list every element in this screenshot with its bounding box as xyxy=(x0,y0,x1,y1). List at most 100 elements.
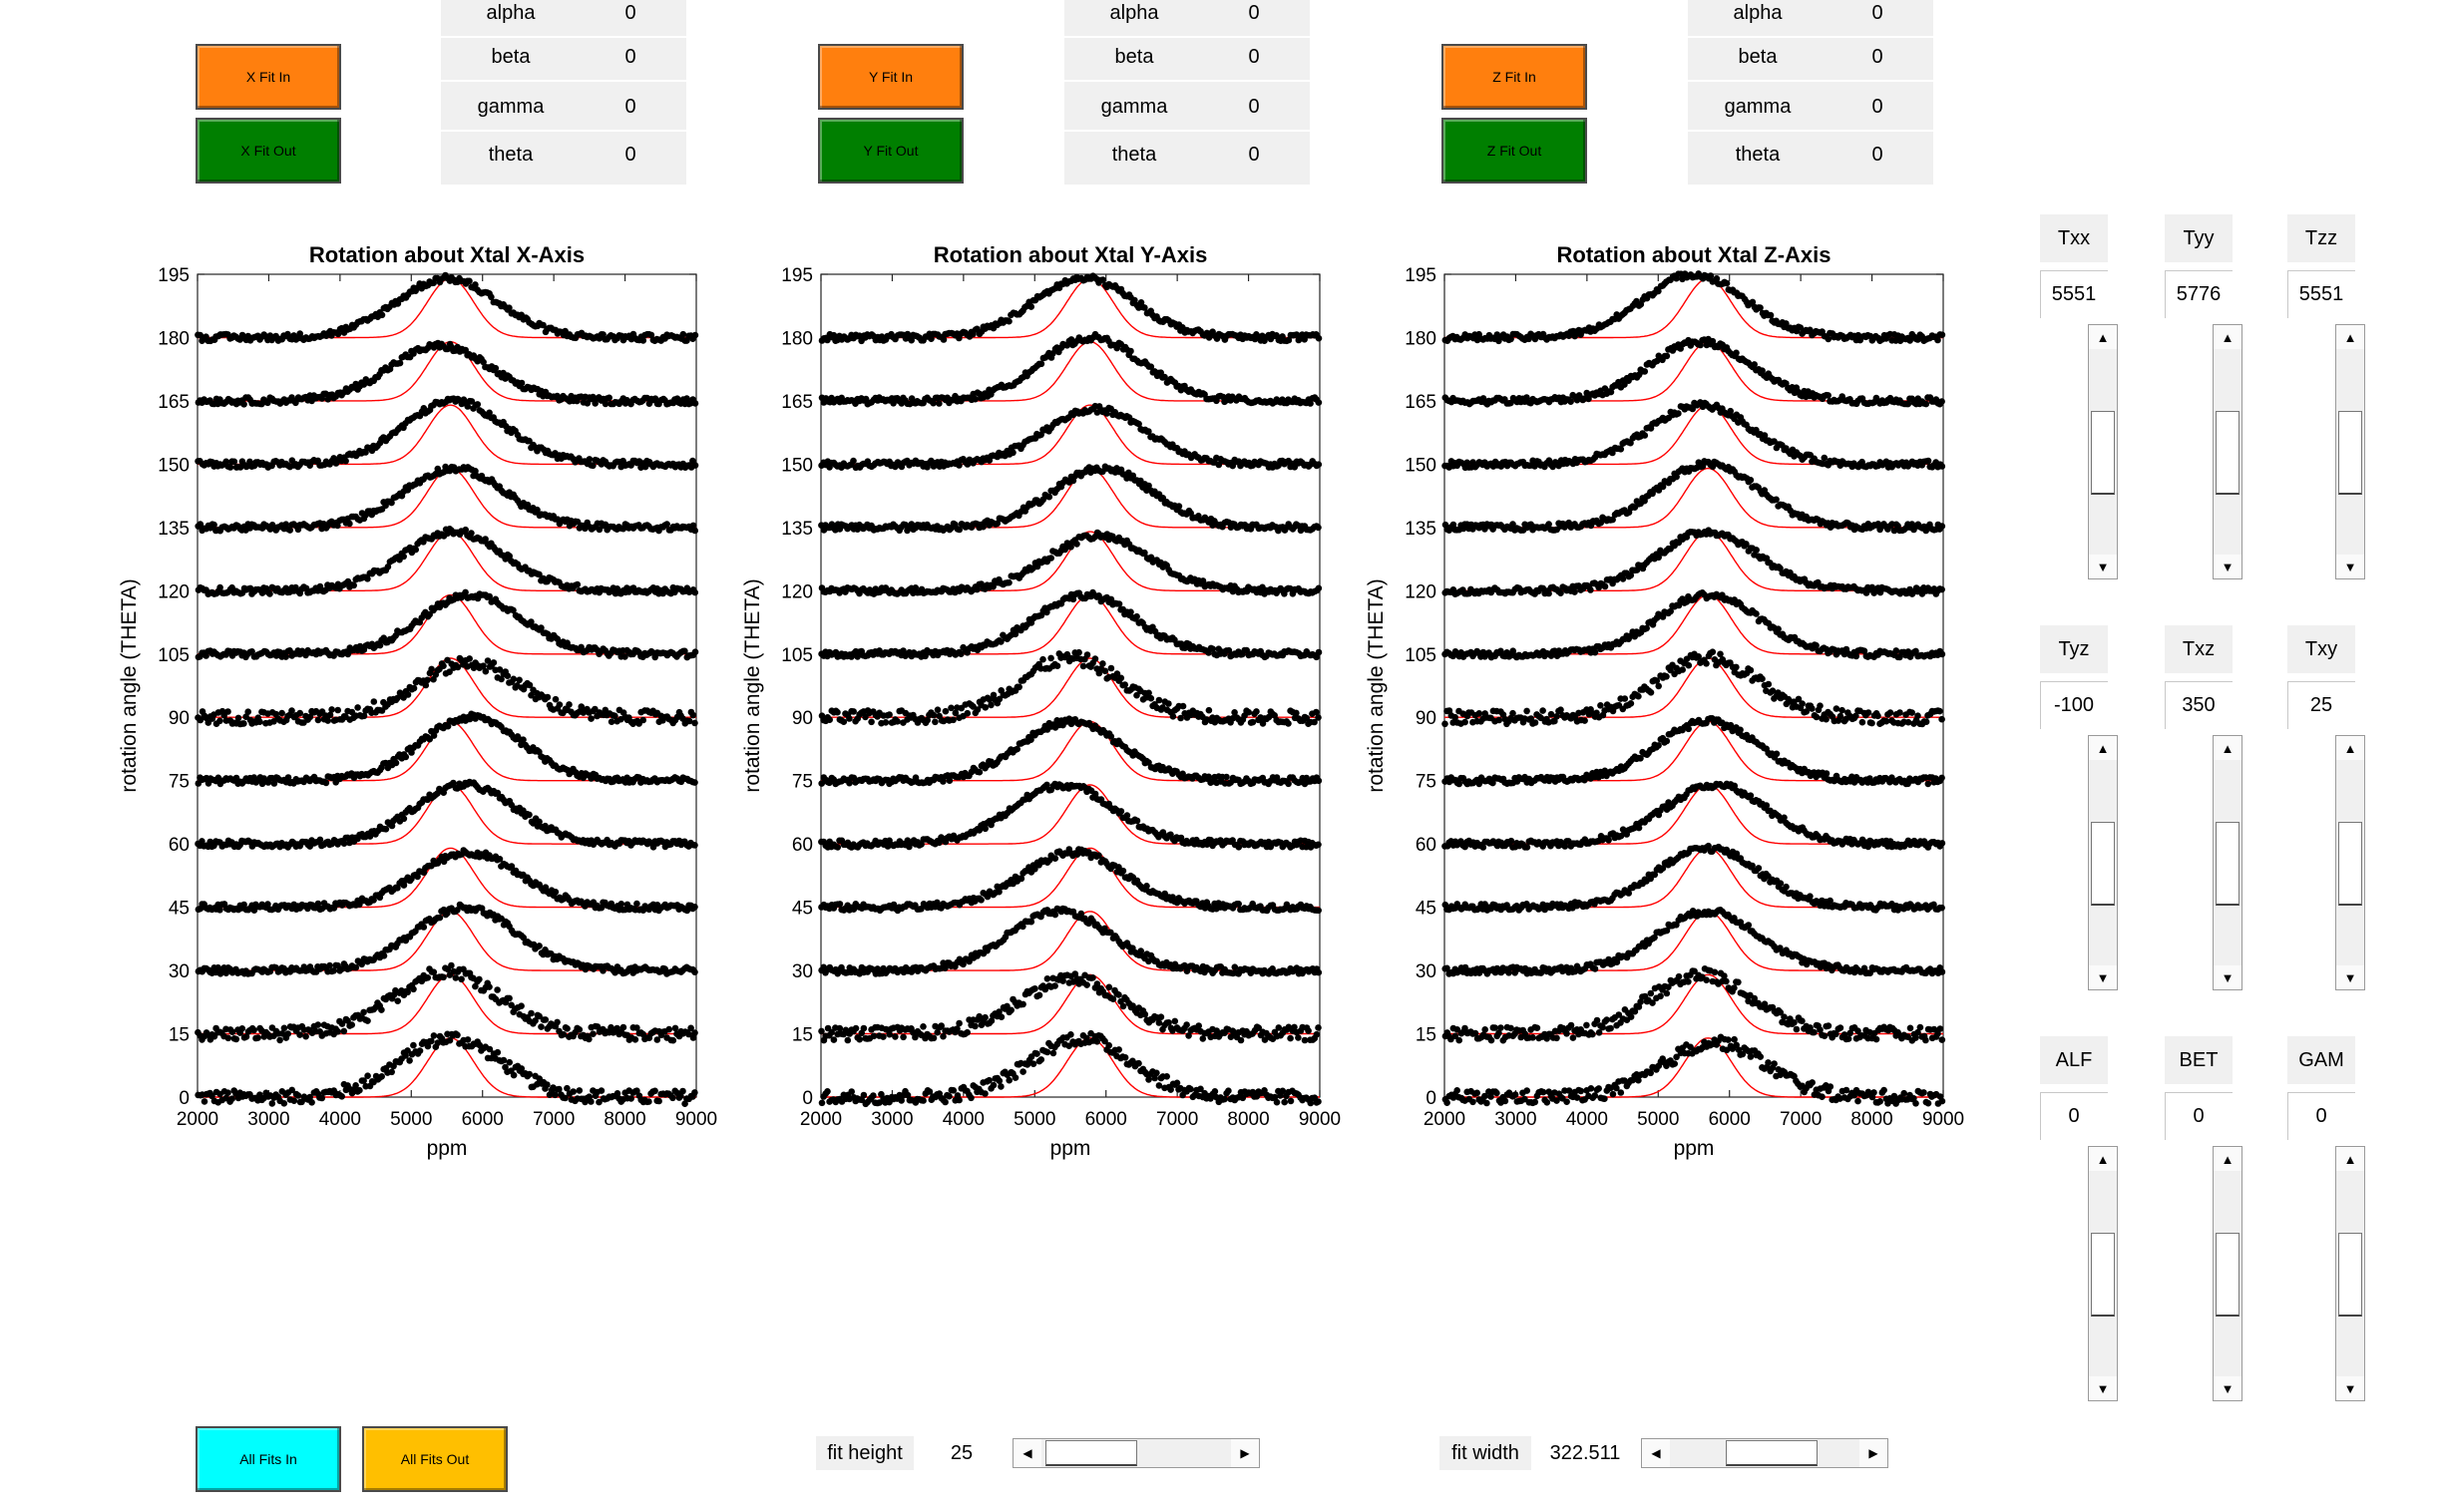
data-point xyxy=(458,975,465,983)
data-point xyxy=(926,1088,934,1095)
data-point xyxy=(430,968,438,975)
x-series-75 xyxy=(195,710,698,788)
param-row[interactable]: gamma 0 xyxy=(441,84,686,132)
data-point xyxy=(611,712,618,720)
data-point xyxy=(844,1036,852,1044)
x-param-table[interactable]: alpha 0 beta 0 gamma 0 theta 0 xyxy=(441,0,686,185)
data-point xyxy=(586,456,594,463)
param-value[interactable]: 0 xyxy=(1871,143,1883,166)
data-point xyxy=(224,1089,231,1096)
data-point xyxy=(1117,808,1125,815)
param-value[interactable]: 0 xyxy=(624,143,636,166)
param-value[interactable]: 0 xyxy=(1871,1,1883,24)
y-param-table[interactable]: alpha 0 beta 0 gamma 0 theta 0 xyxy=(1064,0,1310,185)
y-tick-label: 0 xyxy=(179,1088,190,1109)
data-point xyxy=(1033,1050,1040,1057)
data-point xyxy=(1105,983,1113,991)
param-row[interactable]: theta 0 xyxy=(441,132,686,178)
y-fit-in-button[interactable]: Y Fit In xyxy=(818,44,964,110)
x-fit-in-button[interactable]: X Fit In xyxy=(196,44,341,110)
x-tick-label: 5000 xyxy=(1014,1109,1055,1130)
z-fit-in-button[interactable]: Z Fit In xyxy=(1441,44,1587,110)
data-point xyxy=(466,277,473,285)
y-tick-label: 15 xyxy=(792,1025,813,1046)
param-row[interactable]: gamma 0 xyxy=(1688,84,1933,132)
data-point xyxy=(940,778,947,785)
param-row[interactable]: gamma 0 xyxy=(1064,84,1310,132)
param-value[interactable]: 0 xyxy=(1871,95,1883,118)
data-point xyxy=(679,1087,686,1095)
param-value[interactable]: 0 xyxy=(624,45,636,68)
param-row[interactable]: beta 0 xyxy=(1064,34,1310,82)
data-point xyxy=(266,590,273,597)
data-point xyxy=(518,1065,526,1072)
data-point xyxy=(270,780,278,787)
data-point xyxy=(244,708,251,715)
x-y-axis-label: rotation angle (THETA) xyxy=(118,578,141,792)
data-point xyxy=(836,1024,844,1032)
data-point xyxy=(1187,1085,1194,1093)
y-fit-out-button[interactable]: Y Fit Out xyxy=(818,118,964,184)
param-row[interactable]: alpha 0 xyxy=(1064,0,1310,38)
data-point xyxy=(1115,864,1122,871)
y-tick-label: 30 xyxy=(169,961,190,982)
data-point xyxy=(691,400,699,407)
data-point xyxy=(400,553,408,561)
param-value[interactable]: 0 xyxy=(624,95,636,118)
data-point xyxy=(1049,1049,1057,1057)
param-value[interactable]: 0 xyxy=(1248,45,1260,68)
x-fit-out-button[interactable]: X Fit Out xyxy=(196,118,341,184)
param-key: alpha xyxy=(1733,1,1783,24)
param-row[interactable]: beta 0 xyxy=(1688,34,1933,82)
y-series-90 xyxy=(818,648,1322,727)
y-tick-label: 150 xyxy=(781,455,813,476)
data-point xyxy=(988,1017,996,1024)
data-point xyxy=(256,718,263,725)
data-point xyxy=(1173,1079,1181,1087)
data-point xyxy=(1235,901,1242,908)
param-row[interactable]: alpha 0 xyxy=(441,0,686,38)
data-point xyxy=(621,653,628,660)
data-point xyxy=(1157,1013,1165,1020)
x-tick-label: 4000 xyxy=(943,1109,985,1130)
data-point xyxy=(1271,1093,1279,1101)
data-point xyxy=(691,462,699,469)
param-value[interactable]: 0 xyxy=(1248,95,1260,118)
param-row[interactable]: alpha 0 xyxy=(1688,0,1933,38)
data-point xyxy=(494,1048,502,1056)
data-point xyxy=(613,1024,620,1032)
y-y-axis-label: rotation angle (THETA) xyxy=(741,578,764,792)
data-point xyxy=(536,818,543,826)
data-point xyxy=(204,719,212,726)
data-point xyxy=(486,1045,494,1053)
data-point xyxy=(1315,841,1322,849)
param-value[interactable]: 0 xyxy=(1871,45,1883,68)
data-point xyxy=(472,468,479,475)
data-point xyxy=(494,986,501,993)
param-row[interactable]: theta 0 xyxy=(1688,132,1933,178)
data-point xyxy=(954,1025,961,1032)
param-row[interactable]: theta 0 xyxy=(1064,132,1310,178)
data-point xyxy=(1301,1036,1309,1044)
param-row[interactable]: beta 0 xyxy=(441,34,686,82)
data-point xyxy=(448,961,455,969)
data-point xyxy=(536,1012,543,1020)
param-value[interactable]: 0 xyxy=(1248,143,1260,166)
param-value[interactable]: 0 xyxy=(1248,1,1260,24)
data-point xyxy=(856,1035,863,1043)
y-tick-label: 75 xyxy=(169,772,190,793)
param-value[interactable]: 0 xyxy=(624,1,636,24)
data-point xyxy=(590,462,597,470)
data-point xyxy=(322,779,330,787)
data-point xyxy=(633,1087,640,1094)
data-point xyxy=(691,1029,698,1036)
y-series-45 xyxy=(818,846,1322,915)
z-fit-out-button[interactable]: Z Fit Out xyxy=(1441,118,1587,184)
data-point xyxy=(942,1098,949,1106)
data-point xyxy=(440,973,447,981)
z-param-table[interactable]: alpha 0 beta 0 gamma 0 theta 0 xyxy=(1688,0,1933,185)
data-point xyxy=(216,717,223,725)
data-point xyxy=(340,1027,348,1035)
data-point xyxy=(556,701,564,708)
data-point xyxy=(564,1084,571,1092)
